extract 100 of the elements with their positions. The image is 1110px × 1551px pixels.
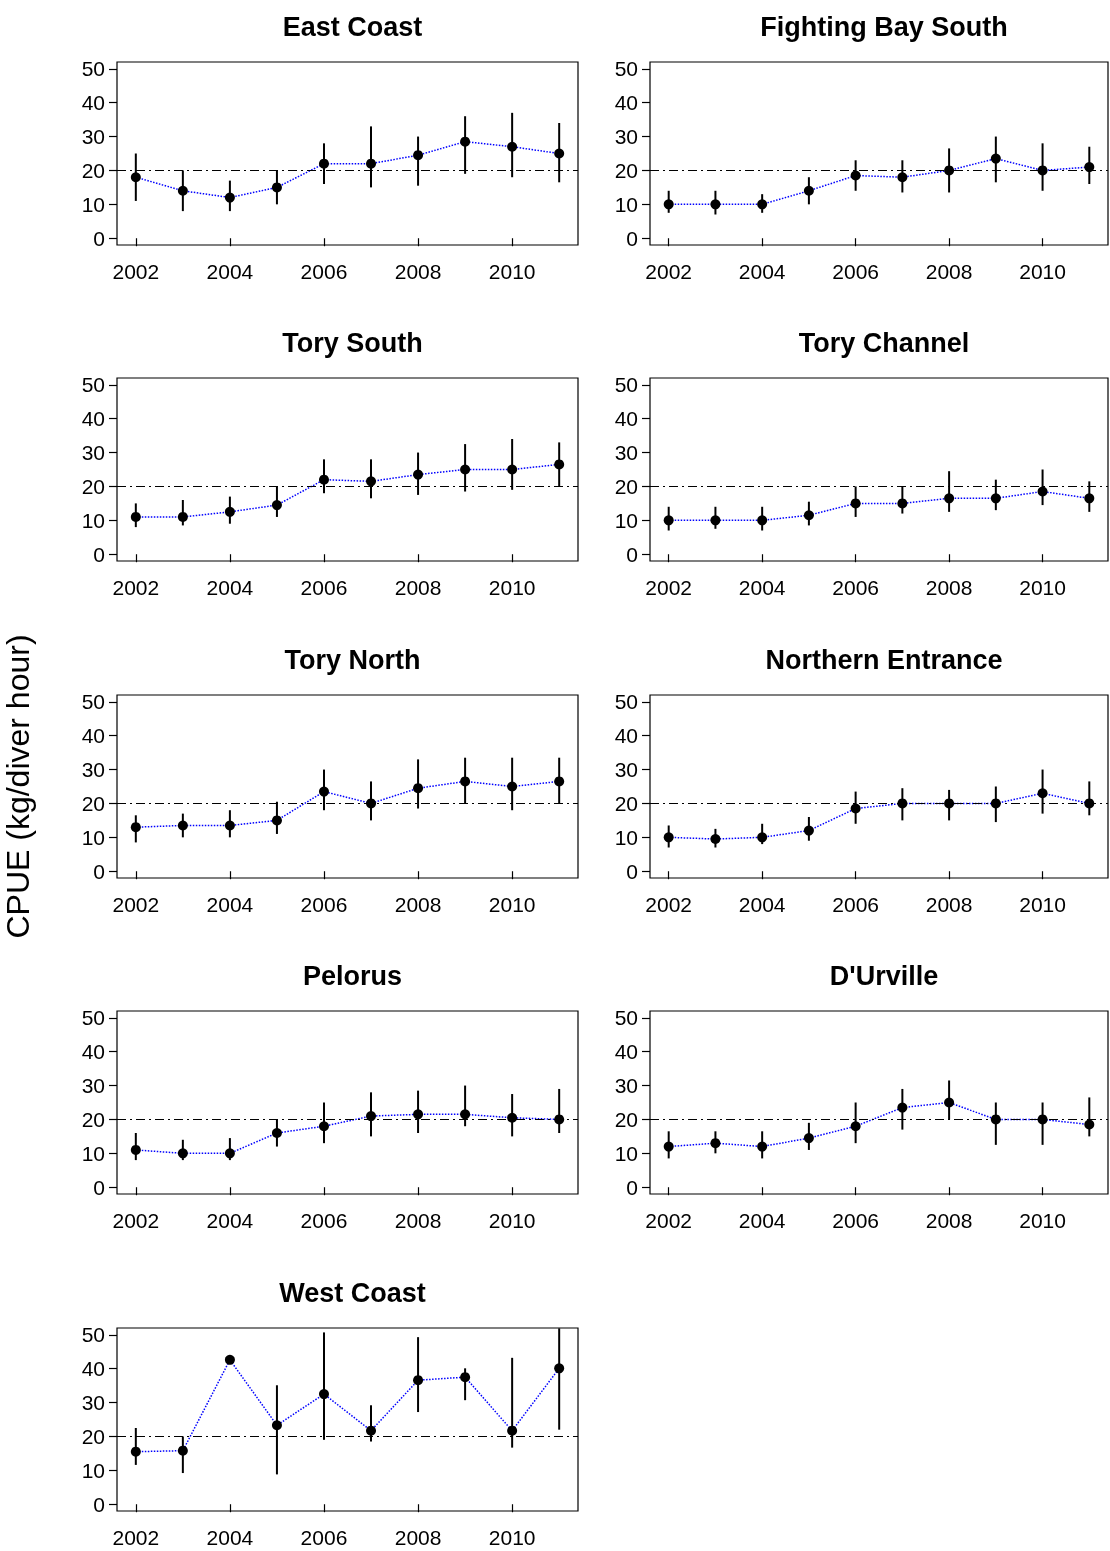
x-tick-label: 2002 <box>112 576 160 599</box>
x-tick-label: 2006 <box>832 260 879 283</box>
y-tick-label: 40 <box>81 1357 105 1381</box>
x-tick-label: 2006 <box>832 1209 879 1232</box>
x-tick-label: 2002 <box>112 260 160 283</box>
y-tick-label: 20 <box>81 158 105 182</box>
y-tick-label: 20 <box>614 791 638 815</box>
x-tick-label: 2006 <box>300 260 348 283</box>
y-tick-label: 50 <box>81 690 105 714</box>
y-tick-label: 0 <box>93 1175 105 1199</box>
chart-title: Northern Entrance <box>765 644 1003 675</box>
y-tick-label: 20 <box>614 474 638 498</box>
y-tick-label: 30 <box>81 1074 105 1098</box>
x-tick-label: 2002 <box>645 893 693 916</box>
chart-title: Tory North <box>284 644 421 675</box>
y-tick-label: 40 <box>81 724 105 748</box>
y-axis-title: CPUE (kg/diver hour) <box>0 634 36 939</box>
chart-title: Tory South <box>282 327 423 358</box>
x-tick-label: 2008 <box>394 1209 442 1232</box>
y-tick-label: 40 <box>614 91 638 115</box>
chart-title: Tory Channel <box>798 327 970 358</box>
y-tick-label: 40 <box>614 407 638 431</box>
y-tick-label: 30 <box>81 125 105 149</box>
chart-title: East Coast <box>282 11 423 42</box>
y-tick-label: 10 <box>614 192 638 216</box>
x-tick-label: 2010 <box>1019 1209 1066 1232</box>
y-tick-label: 0 <box>626 226 638 250</box>
x-tick-label: 2004 <box>738 1209 786 1232</box>
chart-title: Pelorus <box>302 960 403 991</box>
x-tick-label: 2002 <box>645 260 693 283</box>
y-tick-label: 20 <box>81 474 105 498</box>
y-tick-label: 10 <box>81 825 105 849</box>
x-tick-label: 2010 <box>1019 893 1066 916</box>
y-tick-label: 10 <box>614 825 638 849</box>
x-tick-label: 2002 <box>645 576 693 599</box>
x-tick-label: 2002 <box>112 1209 160 1232</box>
x-tick-label: 2004 <box>206 1209 254 1232</box>
x-tick-label: 2010 <box>488 576 536 599</box>
y-tick-label: 10 <box>81 1141 105 1165</box>
y-tick-label: 0 <box>626 542 638 566</box>
y-tick-label: 30 <box>614 441 638 465</box>
y-tick-label: 30 <box>81 758 105 782</box>
x-tick-label: 2006 <box>300 576 348 599</box>
x-tick-label: 2008 <box>925 260 973 283</box>
x-tick-label: 2004 <box>206 576 254 599</box>
x-tick-label: 2006 <box>300 893 348 916</box>
x-tick-label: 2004 <box>206 893 254 916</box>
x-tick-label: 2004 <box>206 260 254 283</box>
x-tick-label: 2004 <box>738 576 786 599</box>
x-tick-label: 2008 <box>394 893 442 916</box>
y-tick-label: 10 <box>614 1141 638 1165</box>
y-tick-label: 40 <box>81 407 105 431</box>
y-tick-label: 0 <box>93 542 105 566</box>
y-tick-label: 50 <box>81 1006 105 1030</box>
chart-title: Fighting Bay South <box>760 11 1008 42</box>
y-tick-label: 20 <box>81 1107 105 1131</box>
y-tick-label: 50 <box>81 373 105 397</box>
y-tick-label: 20 <box>614 1107 638 1131</box>
y-tick-label: 30 <box>81 1391 105 1415</box>
y-tick-label: 0 <box>626 859 638 883</box>
y-tick-label: 0 <box>93 859 105 883</box>
y-tick-label: 50 <box>614 57 638 81</box>
y-tick-label: 0 <box>93 1492 105 1516</box>
y-tick-label: 40 <box>81 91 105 115</box>
x-tick-label: 2008 <box>394 576 442 599</box>
y-tick-label: 50 <box>614 690 638 714</box>
x-tick-label: 2004 <box>738 893 786 916</box>
x-tick-label: 2008 <box>925 893 973 916</box>
x-tick-label: 2010 <box>1019 260 1066 283</box>
y-tick-label: 30 <box>614 758 638 782</box>
y-tick-label: 50 <box>81 57 105 81</box>
chart-title: West Coast <box>279 1277 426 1308</box>
x-tick-label: 2006 <box>300 1209 348 1232</box>
y-tick-label: 10 <box>614 508 638 532</box>
y-tick-label: 40 <box>614 1040 638 1064</box>
y-tick-label: 20 <box>81 791 105 815</box>
x-tick-label: 2006 <box>300 1526 348 1549</box>
x-tick-label: 2002 <box>112 1526 160 1549</box>
y-tick-label: 50 <box>614 1006 638 1030</box>
x-tick-label: 2008 <box>394 1526 442 1549</box>
y-tick-label: 30 <box>614 125 638 149</box>
x-tick-label: 2010 <box>488 1209 536 1232</box>
y-tick-label: 30 <box>614 1074 638 1098</box>
x-tick-label: 2008 <box>925 576 973 599</box>
x-tick-label: 2002 <box>645 1209 693 1232</box>
y-tick-label: 10 <box>81 192 105 216</box>
y-tick-label: 30 <box>81 441 105 465</box>
x-tick-label: 2010 <box>1019 576 1066 599</box>
x-tick-label: 2010 <box>488 260 536 283</box>
x-tick-label: 2008 <box>925 1209 973 1232</box>
y-tick-label: 10 <box>81 508 105 532</box>
y-tick-label: 40 <box>614 724 638 748</box>
x-tick-label: 2006 <box>832 576 879 599</box>
x-tick-label: 2004 <box>738 260 786 283</box>
y-tick-label: 0 <box>626 1175 638 1199</box>
chart-title: D'Urville <box>829 960 939 991</box>
y-tick-label: 20 <box>614 158 638 182</box>
y-tick-label: 40 <box>81 1040 105 1064</box>
y-tick-label: 0 <box>93 226 105 250</box>
x-tick-label: 2004 <box>206 1526 254 1549</box>
